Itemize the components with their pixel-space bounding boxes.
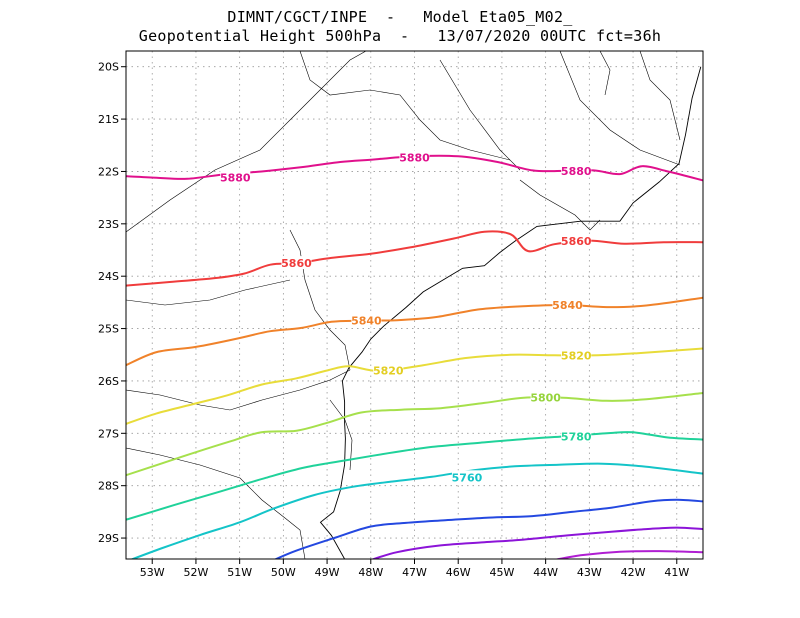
border-line	[126, 447, 306, 559]
contour-label: 5860	[281, 257, 312, 270]
contour-label-bg	[561, 234, 592, 248]
contour-label-bg	[399, 150, 430, 164]
y-tick-label: 20S	[98, 61, 119, 74]
contour-label: 5880	[561, 165, 592, 178]
contour-label-bg	[561, 429, 592, 443]
x-tick-label: 45W	[489, 566, 514, 579]
contour-label-bg	[351, 313, 382, 327]
x-tick-label: 42W	[621, 566, 646, 579]
contour-label: 5840	[351, 315, 382, 328]
border-line	[126, 279, 291, 306]
contour-labels: 5880 5880 5880 5860 5860 5840 5840 5820 5820 5800…	[220, 150, 592, 484]
contour-label: 5820	[561, 349, 592, 362]
chart-title-line1: DIMNT/CGCT/INPE - Model Eta05_M02_	[227, 8, 573, 26]
x-tick-label: 43W	[577, 566, 602, 579]
contour-label-bg	[530, 390, 561, 404]
contour-5720	[370, 526, 703, 559]
x-tick-label: 52W	[184, 566, 209, 579]
x-tick-label: 48W	[358, 566, 383, 579]
x-tick-label: 49W	[315, 566, 340, 579]
contour-label: 5860	[561, 235, 592, 248]
y-tick-label: 21S	[98, 113, 119, 126]
contour-5780	[126, 431, 703, 521]
contour-label-bg	[281, 256, 312, 270]
border-line	[639, 51, 681, 141]
contour-5800	[126, 392, 703, 477]
x-tick-label: 50W	[271, 566, 296, 579]
axis-ticks: 53W 52W 51W 50W 49W 48W 47W 46W 45W 44W 43W 42W 41W 2…	[98, 61, 689, 579]
contour-label-bg	[552, 298, 583, 311]
border-line	[519, 179, 601, 231]
border-line	[126, 51, 367, 233]
border-line	[439, 59, 521, 171]
contour-label: 5880	[220, 172, 251, 185]
contour-label-bg	[561, 163, 592, 177]
contour-label: 5780	[561, 430, 592, 443]
x-tick-label: 47W	[402, 566, 427, 579]
contour-label-bg	[220, 170, 251, 184]
x-tick-label: 41W	[664, 566, 689, 579]
y-tick-label: 23S	[98, 218, 119, 231]
contour-label: 5840	[552, 299, 583, 312]
state-borders	[126, 51, 681, 559]
contour-label: 5800	[530, 392, 561, 405]
contour-5760	[130, 462, 703, 559]
contour-label: 5820	[373, 364, 404, 377]
contour-label: 5880	[399, 151, 430, 164]
contour-label-bg	[561, 348, 592, 362]
contour-label-bg	[373, 363, 404, 377]
contour-label: 5760	[452, 471, 483, 484]
border-line	[599, 51, 611, 96]
y-tick-label: 28S	[98, 480, 119, 493]
y-tick-label: 27S	[98, 427, 119, 440]
y-tick-label: 22S	[98, 165, 119, 178]
contour-5740	[273, 498, 703, 559]
x-tick-label: 44W	[533, 566, 558, 579]
border-line	[126, 369, 351, 411]
y-tick-label: 25S	[98, 323, 119, 336]
lat-lon-grid	[126, 51, 703, 559]
x-tick-label: 53W	[140, 566, 165, 579]
coastline	[319, 66, 702, 559]
border-line	[299, 51, 511, 161]
contour-5860	[126, 230, 703, 287]
x-tick-label: 51W	[227, 566, 252, 579]
contour-5700	[553, 550, 703, 559]
chart-title-line2: Geopotential Height 500hPa - 13/07/2020 …	[138, 27, 662, 45]
contour-label-bg	[451, 470, 482, 484]
border-line	[329, 399, 353, 471]
y-tick-label: 26S	[98, 375, 119, 388]
border-line	[559, 51, 681, 166]
y-tick-label: 29S	[98, 532, 119, 545]
y-tick-label: 24S	[98, 270, 119, 283]
x-tick-label: 46W	[446, 566, 471, 579]
border-line	[289, 229, 351, 371]
